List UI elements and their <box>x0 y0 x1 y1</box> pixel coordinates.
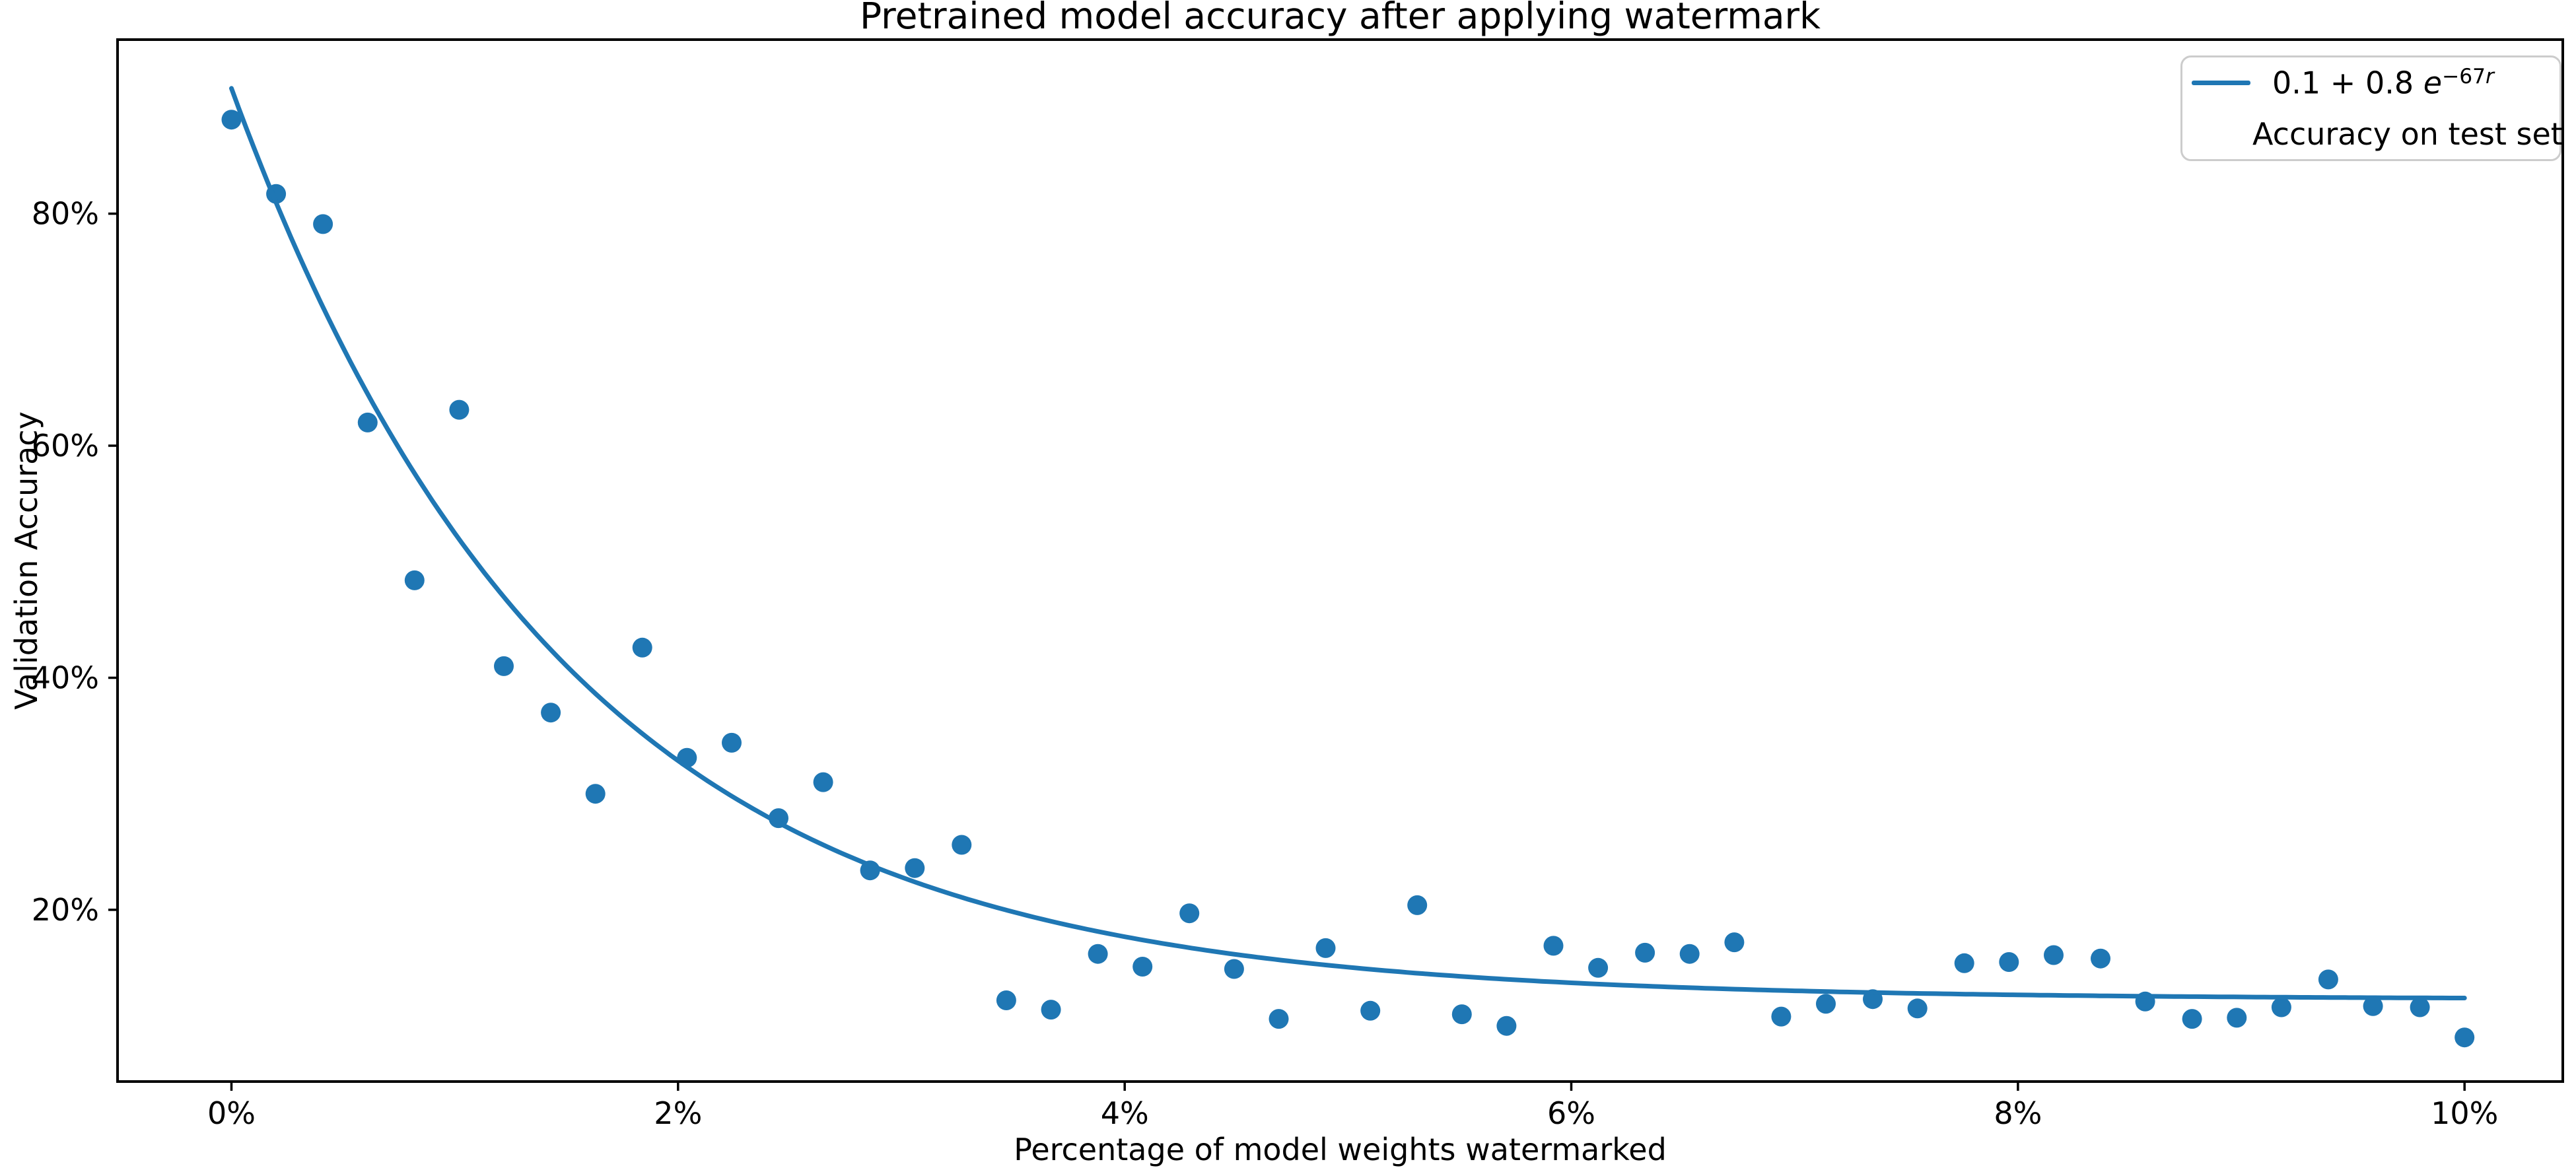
y-tick-label: 80% <box>32 196 99 232</box>
scatter-point <box>952 835 972 855</box>
scatter-point <box>1679 944 1700 964</box>
fit-curve-line <box>229 86 2467 1000</box>
scatter-point <box>1588 957 1609 978</box>
y-tick-label: 20% <box>32 892 99 928</box>
y-axis-label: Validation Accuracy <box>9 411 44 710</box>
scatter-point <box>1496 1016 1517 1036</box>
legend-item-scatter: Accuracy on test set <box>2182 108 2563 159</box>
scatter-point <box>1451 1004 1472 1025</box>
scatter-point <box>585 784 606 804</box>
scatter-point <box>1954 953 1974 973</box>
scatter-point <box>1224 959 1244 979</box>
fit-curve-line-swatch <box>2192 81 2250 85</box>
scatter-point <box>404 570 425 590</box>
scatter-point <box>494 656 514 676</box>
scatter-point <box>1771 1006 1792 1027</box>
scatter-point <box>1543 936 1564 956</box>
scatter-point <box>541 703 561 723</box>
x-tick-label: 0% <box>207 1095 256 1131</box>
y-tick-label: 60% <box>32 428 99 464</box>
y-tick-label: 40% <box>32 660 99 696</box>
scatter-point <box>2044 945 2064 965</box>
scatter-point <box>813 772 833 792</box>
scatter-point <box>1360 1000 1381 1021</box>
scatter-point <box>2454 1027 2475 1048</box>
scatter-point <box>1724 932 1745 953</box>
x-tick-label: 8% <box>1994 1095 2042 1131</box>
scatter-point <box>1999 952 2019 972</box>
scatter-point <box>2091 948 2110 969</box>
scatter-point <box>1907 998 1928 1019</box>
scatter-point <box>221 110 242 130</box>
scatter-point <box>996 990 1016 1010</box>
x-tick-label: 4% <box>1101 1095 1149 1131</box>
scatter-point <box>2363 996 2383 1016</box>
scatter-point <box>2318 969 2338 990</box>
scatter-point <box>2410 997 2430 1017</box>
scatter-point <box>1407 895 1428 915</box>
scatter-point <box>1088 944 1108 964</box>
scatter-point <box>1269 1009 1289 1029</box>
scatter-point <box>1041 1000 1061 1020</box>
x-tick-label: 10% <box>2431 1095 2498 1131</box>
scatter-point <box>1132 957 1153 977</box>
fit-curve-label: 0.1 + 0.8 e−67r <box>2272 65 2494 101</box>
legend-item-fit-curve: 0.1 + 0.8 e−67r <box>2182 57 2559 108</box>
chart-title: Pretrained model accuracy after applying… <box>859 0 1821 37</box>
scatter-point <box>632 637 652 658</box>
scatter-point <box>313 214 333 234</box>
x-axis-label: Percentage of model weights watermarked <box>1014 1132 1667 1167</box>
plot-border <box>116 38 2564 1083</box>
scatter-point <box>1179 903 1200 924</box>
scatter-point <box>2271 997 2291 1017</box>
scatter-point <box>1816 994 1836 1014</box>
scatter-point <box>357 412 378 432</box>
scatter-point <box>2182 1009 2202 1029</box>
scatter-point <box>1315 938 1336 958</box>
x-tick-label: 6% <box>1547 1095 1595 1131</box>
scatter-point <box>1635 942 1655 963</box>
x-tick-label: 2% <box>654 1095 702 1131</box>
legend: 0.1 + 0.8 e−67r Accuracy on test set <box>2180 55 2563 161</box>
scatter-point <box>449 399 470 420</box>
scatter-point <box>905 858 925 878</box>
scatter-point <box>2227 1008 2247 1028</box>
scatter-label: Accuracy on test set <box>2252 116 2563 152</box>
scatter-point <box>722 732 742 753</box>
